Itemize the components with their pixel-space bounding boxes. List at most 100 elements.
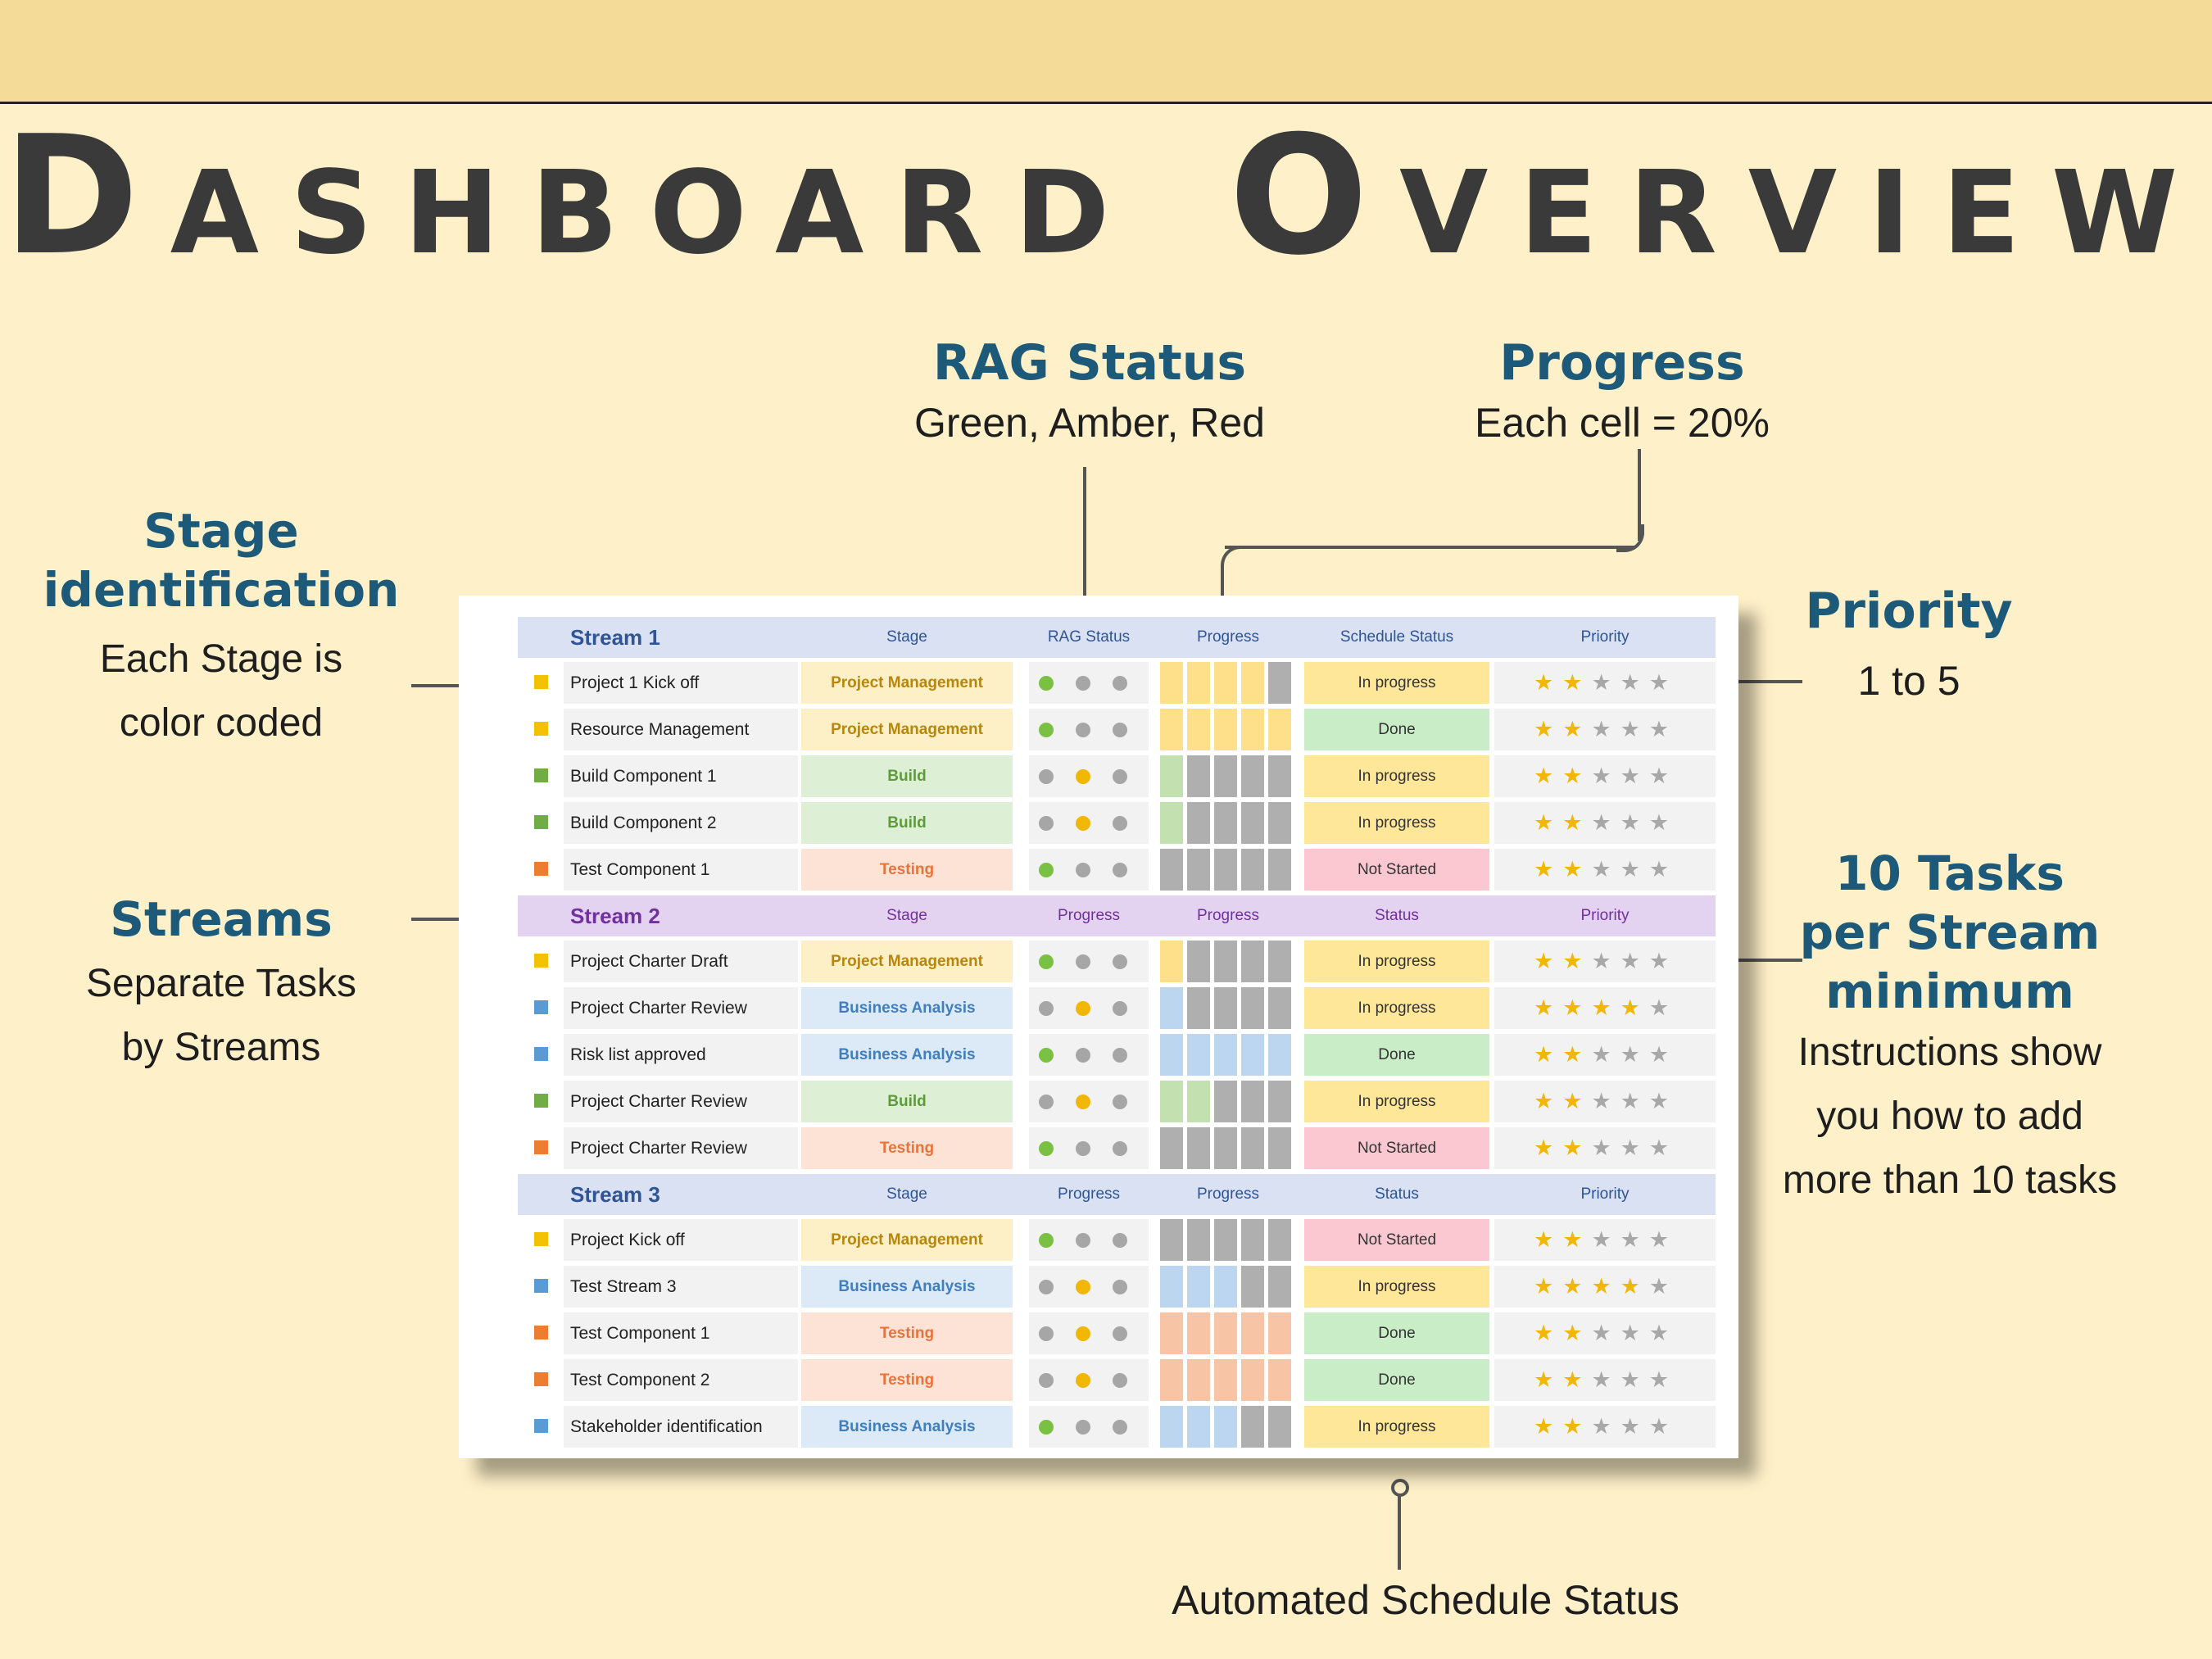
- task-name[interactable]: Risk list approved: [564, 1034, 798, 1076]
- star-icon[interactable]: ★: [1620, 949, 1649, 973]
- star-icon[interactable]: ★: [1648, 1089, 1679, 1113]
- star-icon[interactable]: ★: [1591, 1321, 1620, 1345]
- star-icon[interactable]: ★: [1620, 995, 1649, 1020]
- rag-status[interactable]: [1029, 1219, 1149, 1261]
- star-icon[interactable]: ★: [1620, 1227, 1649, 1252]
- stream-title[interactable]: Stream 2: [570, 903, 660, 928]
- stream-title[interactable]: Stream 1: [570, 624, 660, 650]
- star-icon[interactable]: ★: [1648, 717, 1679, 741]
- star-icon[interactable]: ★: [1620, 810, 1649, 835]
- task-name[interactable]: Test Component 1: [564, 1312, 798, 1354]
- star-icon[interactable]: ★: [1648, 1227, 1679, 1252]
- star-icon[interactable]: ★: [1648, 995, 1679, 1020]
- star-icon[interactable]: ★: [1534, 1042, 1563, 1067]
- star-icon[interactable]: ★: [1648, 810, 1679, 835]
- priority-stars[interactable]: ★ ★ ★ ★ ★: [1494, 1081, 1716, 1122]
- star-icon[interactable]: ★: [1562, 1042, 1592, 1067]
- star-icon[interactable]: ★: [1534, 1274, 1563, 1299]
- star-icon[interactable]: ★: [1562, 1135, 1592, 1160]
- star-icon[interactable]: ★: [1648, 1042, 1679, 1067]
- priority-stars[interactable]: ★ ★ ★ ★ ★: [1494, 755, 1716, 797]
- star-icon[interactable]: ★: [1648, 1274, 1679, 1299]
- task-name[interactable]: Build Component 1: [564, 755, 798, 797]
- star-icon[interactable]: ★: [1591, 949, 1620, 973]
- star-icon[interactable]: ★: [1591, 1042, 1620, 1067]
- star-icon[interactable]: ★: [1648, 1135, 1679, 1160]
- stage-cell[interactable]: Project Management: [801, 941, 1013, 982]
- rag-status[interactable]: [1029, 849, 1149, 891]
- rag-status[interactable]: [1029, 1359, 1149, 1401]
- task-name[interactable]: Test Stream 3: [564, 1266, 798, 1308]
- star-icon[interactable]: ★: [1562, 1089, 1592, 1113]
- task-name[interactable]: Project Charter Review: [564, 987, 798, 1029]
- priority-stars[interactable]: ★ ★ ★ ★ ★: [1494, 662, 1716, 704]
- star-icon[interactable]: ★: [1534, 1135, 1563, 1160]
- priority-stars[interactable]: ★ ★ ★ ★ ★: [1494, 802, 1716, 844]
- rag-status[interactable]: [1029, 1406, 1149, 1448]
- star-icon[interactable]: ★: [1648, 1367, 1679, 1392]
- star-icon[interactable]: ★: [1620, 1274, 1649, 1299]
- star-icon[interactable]: ★: [1534, 995, 1563, 1020]
- star-icon[interactable]: ★: [1534, 1227, 1563, 1252]
- task-name[interactable]: Project Charter Draft: [564, 941, 798, 982]
- rag-status[interactable]: [1029, 1081, 1149, 1122]
- star-icon[interactable]: ★: [1534, 810, 1563, 835]
- priority-stars[interactable]: ★ ★ ★ ★ ★: [1494, 1406, 1716, 1448]
- star-icon[interactable]: ★: [1562, 1321, 1592, 1345]
- rag-status[interactable]: [1029, 662, 1149, 704]
- star-icon[interactable]: ★: [1591, 1135, 1620, 1160]
- stage-cell[interactable]: Project Management: [801, 662, 1013, 704]
- star-icon[interactable]: ★: [1620, 857, 1649, 882]
- stage-cell[interactable]: Build: [801, 1081, 1013, 1122]
- star-icon[interactable]: ★: [1562, 995, 1592, 1020]
- star-icon[interactable]: ★: [1562, 1414, 1592, 1439]
- priority-stars[interactable]: ★ ★ ★ ★ ★: [1494, 1312, 1716, 1354]
- star-icon[interactable]: ★: [1620, 1089, 1649, 1113]
- priority-stars[interactable]: ★ ★ ★ ★ ★: [1494, 1266, 1716, 1308]
- stage-cell[interactable]: Project Management: [801, 709, 1013, 750]
- star-icon[interactable]: ★: [1591, 1367, 1620, 1392]
- star-icon[interactable]: ★: [1562, 1274, 1592, 1299]
- star-icon[interactable]: ★: [1562, 670, 1592, 695]
- priority-stars[interactable]: ★ ★ ★ ★ ★: [1494, 941, 1716, 982]
- star-icon[interactable]: ★: [1534, 1321, 1563, 1345]
- star-icon[interactable]: ★: [1591, 717, 1620, 741]
- priority-stars[interactable]: ★ ★ ★ ★ ★: [1494, 1034, 1716, 1076]
- star-icon[interactable]: ★: [1620, 1367, 1649, 1392]
- stage-cell[interactable]: Project Management: [801, 1219, 1013, 1261]
- star-icon[interactable]: ★: [1591, 995, 1620, 1020]
- star-icon[interactable]: ★: [1648, 764, 1679, 788]
- star-icon[interactable]: ★: [1648, 1321, 1679, 1345]
- stage-cell[interactable]: Testing: [801, 1312, 1013, 1354]
- star-icon[interactable]: ★: [1591, 670, 1620, 695]
- star-icon[interactable]: ★: [1648, 949, 1679, 973]
- star-icon[interactable]: ★: [1591, 1274, 1620, 1299]
- task-name[interactable]: Resource Management: [564, 709, 798, 750]
- rag-status[interactable]: [1029, 802, 1149, 844]
- star-icon[interactable]: ★: [1620, 764, 1649, 788]
- star-icon[interactable]: ★: [1591, 764, 1620, 788]
- rag-status[interactable]: [1029, 1266, 1149, 1308]
- task-name[interactable]: Project Kick off: [564, 1219, 798, 1261]
- star-icon[interactable]: ★: [1562, 1227, 1592, 1252]
- priority-stars[interactable]: ★ ★ ★ ★ ★: [1494, 1359, 1716, 1401]
- rag-status[interactable]: [1029, 1312, 1149, 1354]
- star-icon[interactable]: ★: [1534, 857, 1563, 882]
- task-name[interactable]: Project Charter Review: [564, 1081, 798, 1122]
- star-icon[interactable]: ★: [1648, 1414, 1679, 1439]
- stage-cell[interactable]: Business Analysis: [801, 1034, 1013, 1076]
- star-icon[interactable]: ★: [1534, 1367, 1563, 1392]
- priority-stars[interactable]: ★ ★ ★ ★ ★: [1494, 1219, 1716, 1261]
- star-icon[interactable]: ★: [1562, 1367, 1592, 1392]
- rag-status[interactable]: [1029, 941, 1149, 982]
- star-icon[interactable]: ★: [1620, 670, 1649, 695]
- star-icon[interactable]: ★: [1562, 949, 1592, 973]
- rag-status[interactable]: [1029, 1127, 1149, 1169]
- star-icon[interactable]: ★: [1591, 1227, 1620, 1252]
- stage-cell[interactable]: Business Analysis: [801, 1406, 1013, 1448]
- star-icon[interactable]: ★: [1534, 717, 1563, 741]
- star-icon[interactable]: ★: [1534, 949, 1563, 973]
- stage-cell[interactable]: Business Analysis: [801, 987, 1013, 1029]
- priority-stars[interactable]: ★ ★ ★ ★ ★: [1494, 849, 1716, 891]
- stage-cell[interactable]: Testing: [801, 1359, 1013, 1401]
